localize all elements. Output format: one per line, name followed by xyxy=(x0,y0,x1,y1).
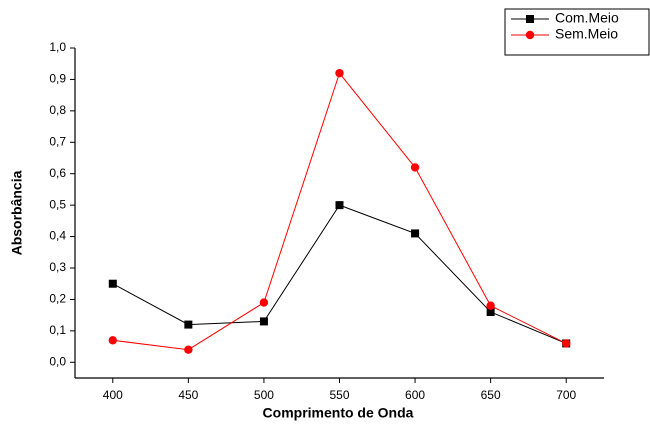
marker xyxy=(411,229,420,238)
y-tick-label: 0,9 xyxy=(49,72,66,86)
x-tick-label: 550 xyxy=(329,388,349,402)
y-tick-label: 0,0 xyxy=(49,354,66,368)
marker xyxy=(259,317,268,326)
y-tick-label: 1,0 xyxy=(49,40,66,54)
y-tick-label: 0,1 xyxy=(49,323,66,337)
legend-marker xyxy=(526,15,534,23)
x-tick-label: 450 xyxy=(178,388,198,402)
marker xyxy=(335,201,344,210)
y-tick-label: 0,6 xyxy=(49,166,66,180)
y-tick-label: 0,2 xyxy=(49,292,66,306)
legend-marker xyxy=(525,30,535,40)
y-tick-label: 0,3 xyxy=(49,260,66,274)
marker xyxy=(335,68,344,78)
series-line xyxy=(112,72,567,351)
y-tick-label: 0,7 xyxy=(49,134,66,148)
x-tick-label: 650 xyxy=(481,388,501,402)
y-tick-label: 0,8 xyxy=(49,103,66,117)
marker xyxy=(184,320,193,329)
marker xyxy=(184,345,193,354)
legend-label: Sem.Meio xyxy=(555,26,618,42)
marker xyxy=(108,336,117,345)
y-tick-label: 0,4 xyxy=(49,229,66,243)
marker xyxy=(486,308,495,316)
marker xyxy=(410,163,420,172)
x-tick-label: 500 xyxy=(254,388,274,402)
marker xyxy=(259,298,269,307)
x-tick-label: 700 xyxy=(556,388,576,402)
series-line xyxy=(112,204,567,344)
x-tick-label: 600 xyxy=(405,388,425,402)
marker xyxy=(562,339,571,348)
y-axis-label: Absorbância xyxy=(9,170,25,255)
x-tick-label: 400 xyxy=(103,388,123,402)
y-tick-label: 0,5 xyxy=(49,197,66,211)
marker xyxy=(486,301,495,310)
x-axis-label: Comprimento de Onda xyxy=(263,405,414,421)
legend-label: Com.Meio xyxy=(555,10,619,26)
marker xyxy=(108,279,117,288)
